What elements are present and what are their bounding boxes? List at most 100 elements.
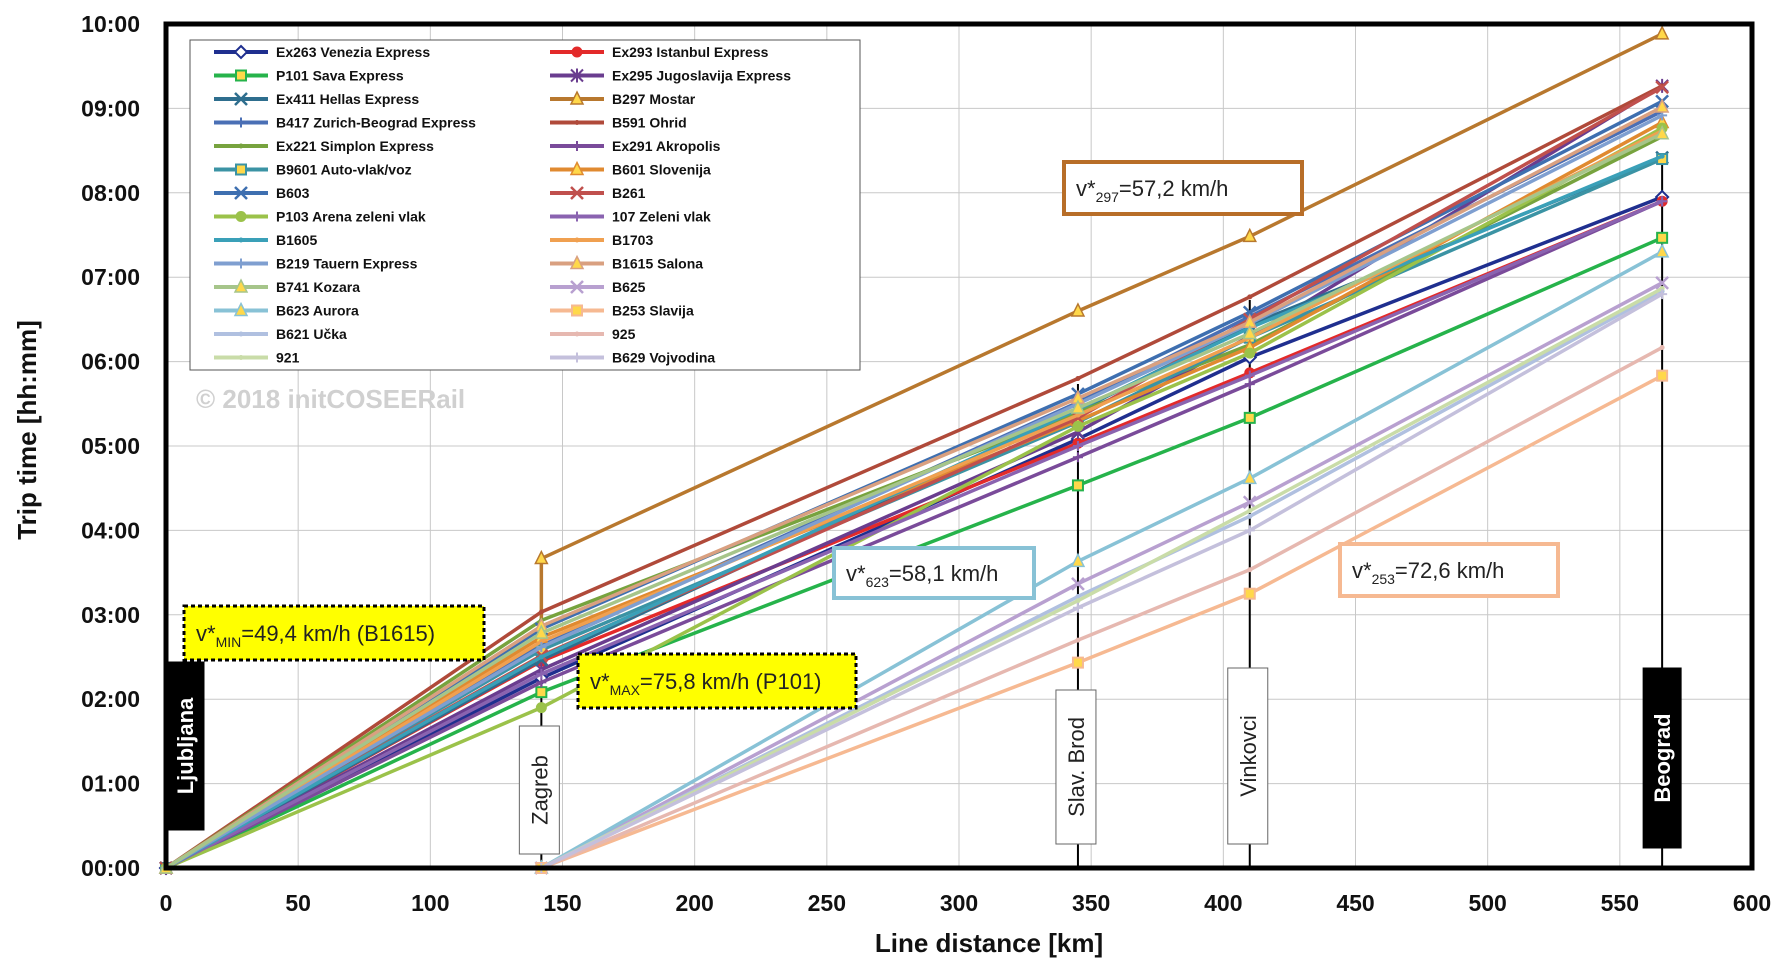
x-tick-label: 0 bbox=[160, 890, 173, 916]
data-point bbox=[235, 211, 247, 222]
data-point bbox=[1071, 576, 1085, 591]
station-label-box bbox=[1642, 667, 1682, 849]
annotation-text: v*297=57,2 km/h bbox=[1076, 176, 1228, 205]
station-ljubljana: Ljubljana bbox=[165, 661, 205, 831]
data-point bbox=[569, 254, 585, 270]
legend-item: B1615 Salona bbox=[550, 254, 703, 272]
data-point bbox=[1075, 375, 1081, 381]
data-point bbox=[1244, 525, 1255, 536]
legend-label: 921 bbox=[276, 350, 300, 366]
annotation-min: v*MIN=49,4 km/h (B1615) bbox=[182, 604, 486, 662]
data-point bbox=[236, 258, 246, 269]
legend-label: B9601 Auto-vlak/voz bbox=[276, 162, 412, 178]
y-tick-label: 03:00 bbox=[81, 602, 140, 628]
legend-item: Ex293 Istanbul Express bbox=[550, 44, 769, 60]
legend-item: 107 Zeleni vlak bbox=[550, 209, 711, 225]
station-label-box bbox=[1227, 667, 1269, 845]
legend-item: B591 Ohrid bbox=[550, 115, 687, 131]
annotation-box bbox=[832, 546, 1036, 600]
station-vinkovci: Vinkovci bbox=[1227, 300, 1269, 868]
legend-item: 925 bbox=[550, 326, 636, 342]
data-point bbox=[236, 117, 246, 128]
legend: Ex263 Venezia Express Ex293 Istanbul Expr… bbox=[189, 39, 861, 371]
data-point bbox=[536, 642, 547, 653]
x-tick-label: 100 bbox=[411, 890, 449, 916]
annotation-box bbox=[182, 604, 486, 662]
data-point bbox=[574, 120, 580, 125]
data-point bbox=[1070, 552, 1086, 568]
station-label: Ljubljana bbox=[173, 697, 198, 794]
annotation-297: v*297=57,2 km/h bbox=[1062, 160, 1304, 216]
data-point bbox=[1071, 479, 1084, 492]
series-line bbox=[540, 374, 1663, 870]
data-point bbox=[1071, 656, 1084, 669]
legend-label: B741 Kozara bbox=[276, 279, 360, 295]
legend-item: B741 Kozara bbox=[214, 278, 360, 295]
data-point bbox=[1075, 637, 1081, 643]
data-point bbox=[1244, 347, 1256, 359]
data-point bbox=[538, 654, 544, 660]
series-line bbox=[540, 250, 1663, 870]
station-label-box bbox=[165, 661, 205, 831]
annotation-text: v*623=58,1 km/h bbox=[846, 561, 998, 590]
data-point bbox=[235, 69, 247, 82]
x-tick-label: 300 bbox=[940, 890, 978, 916]
legend-label: P101 Sava Express bbox=[276, 68, 404, 84]
data-point bbox=[1654, 125, 1670, 140]
legend-item: Ex221 Simplon Express bbox=[214, 138, 434, 154]
station-label-box bbox=[518, 725, 560, 855]
legend-item: B629 Vojvodina bbox=[550, 350, 715, 366]
station-label: Slav. Brod bbox=[1064, 717, 1089, 817]
data-point bbox=[1242, 469, 1257, 485]
data-point bbox=[535, 686, 548, 699]
station-markers: Ljubljana Zagreb Slav. Brod Vinkovci Beograd bbox=[165, 164, 1682, 868]
legend-item: Ex291 Akropolis bbox=[550, 138, 721, 154]
y-tick-label: 07:00 bbox=[81, 264, 140, 290]
data-point bbox=[572, 141, 582, 151]
data-point bbox=[536, 677, 547, 688]
legend-item: B253 Slavija bbox=[550, 303, 694, 319]
x-tick-label: 500 bbox=[1468, 890, 1506, 916]
legend-item: B623 Aurora bbox=[214, 301, 359, 319]
legend-item: Ex263 Venezia Express bbox=[214, 44, 430, 60]
legend-item: B297 Mostar bbox=[550, 90, 696, 107]
data-point bbox=[534, 549, 549, 565]
data-point bbox=[1242, 495, 1257, 510]
legend-label: B621 Učka bbox=[276, 326, 347, 342]
data-point bbox=[569, 160, 585, 176]
legend-label: B219 Tauern Express bbox=[276, 256, 418, 272]
legend-item: B417 Zurich-Beograd Express bbox=[214, 115, 476, 131]
data-point bbox=[534, 624, 549, 639]
data-point bbox=[1072, 602, 1083, 613]
data-point bbox=[234, 186, 248, 200]
data-point bbox=[233, 278, 249, 293]
data-point bbox=[234, 92, 248, 106]
data-point bbox=[1656, 369, 1669, 382]
legend-item: Ex295 Jugoslavija Express bbox=[550, 68, 791, 84]
station-label-box bbox=[1055, 689, 1097, 845]
series-b623-aurora bbox=[534, 243, 1670, 874]
data-point bbox=[1243, 411, 1256, 424]
legend-item: 921 bbox=[214, 350, 300, 366]
data-point bbox=[538, 609, 544, 615]
data-point bbox=[1657, 289, 1668, 300]
data-point bbox=[536, 668, 547, 679]
x-axis-title: Line distance [km] bbox=[875, 928, 1103, 958]
axes: 0 50 100 150 200 250 300 350 400 450 500 550 600 00:0… bbox=[81, 11, 1771, 916]
plot-frame bbox=[163, 21, 1755, 871]
data-point bbox=[1659, 153, 1665, 159]
y-tick-label: 02:00 bbox=[81, 686, 140, 712]
data-point bbox=[569, 90, 585, 105]
station-label: Beograd bbox=[1650, 713, 1675, 802]
data-point bbox=[1657, 196, 1668, 207]
data-point bbox=[1243, 587, 1256, 600]
legend-label: B623 Aurora bbox=[276, 303, 359, 319]
station-slav-brod: Slav. Brod bbox=[1055, 384, 1097, 868]
annotation-box bbox=[1338, 542, 1560, 598]
x-tick-label: 200 bbox=[675, 890, 713, 916]
x-tick-label: 350 bbox=[1072, 890, 1110, 916]
data-point bbox=[570, 280, 584, 294]
data-point bbox=[1247, 567, 1253, 573]
annotation-text: v*MAX=75,8 km/h (P101) bbox=[590, 669, 822, 698]
data-point bbox=[574, 237, 580, 243]
